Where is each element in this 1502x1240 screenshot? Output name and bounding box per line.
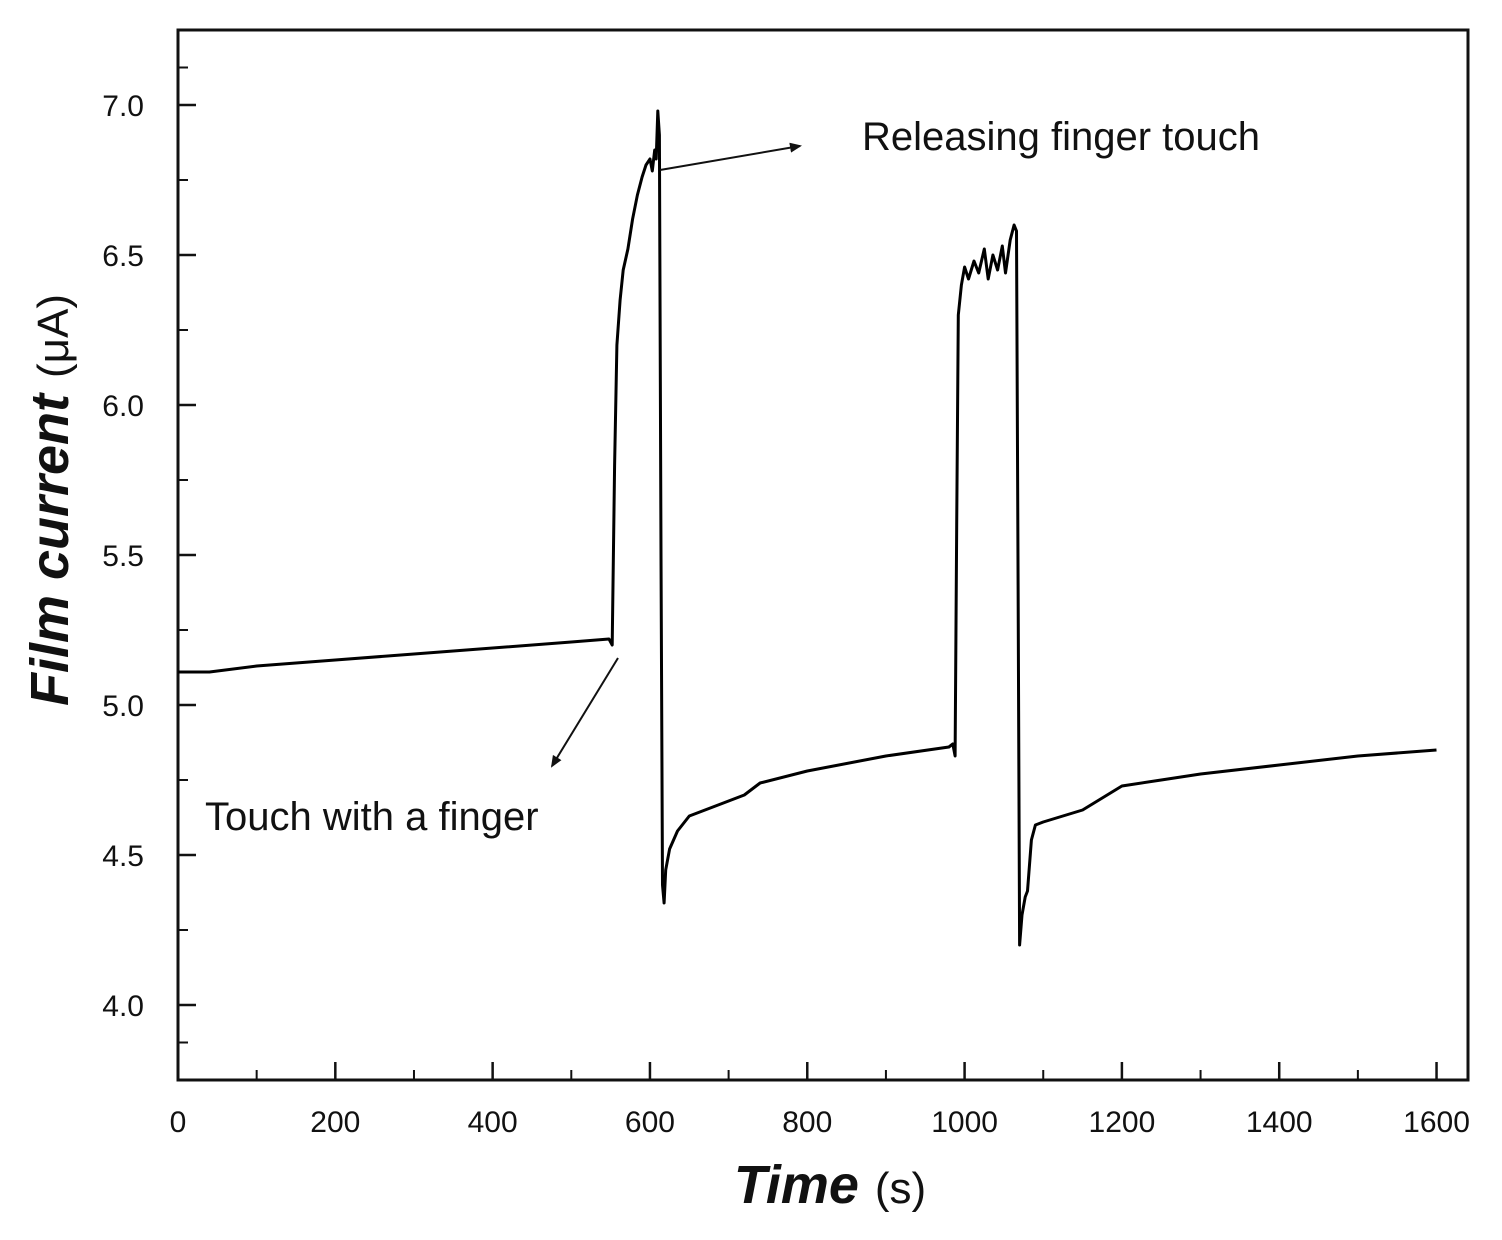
- series-line: [178, 109, 1437, 947]
- y-tick-label: 5.5: [102, 540, 144, 573]
- y-axis-title-unit: (μA): [29, 294, 78, 378]
- x-tick-label: 400: [468, 1106, 518, 1139]
- x-tick-label: 1400: [1246, 1106, 1313, 1139]
- x-tick-label: 1200: [1089, 1106, 1156, 1139]
- x-axis-title-main: Time: [734, 1155, 859, 1215]
- y-tick-label: 7.0: [102, 90, 144, 123]
- x-axis-title: Time (s): [734, 1155, 926, 1215]
- x-tick-label: 600: [625, 1106, 675, 1139]
- x-tick-label: 200: [310, 1106, 360, 1139]
- y-tick-label: 6.5: [102, 240, 144, 273]
- annotation-release: Releasing finger touch: [862, 115, 1260, 159]
- release-arrow: [659, 142, 802, 171]
- y-tick-label: 5.0: [102, 690, 144, 723]
- annotation-touch: Touch with a finger: [205, 795, 539, 839]
- x-axis-ticks: [176, 1062, 1438, 1080]
- x-axis-title-unit: (s): [875, 1164, 926, 1213]
- x-tick-label: 0: [170, 1106, 187, 1139]
- x-tick-label: 1600: [1403, 1106, 1470, 1139]
- y-tick-label: 6.0: [102, 390, 144, 423]
- x-axis-tick-labels: 0 200 400 600 800 1000 1200 1400 1600: [170, 1106, 1470, 1139]
- x-tick-label: 800: [782, 1106, 832, 1139]
- x-tick-label: 1000: [931, 1106, 998, 1139]
- y-axis-ticks: [178, 66, 196, 1044]
- y-axis-title-main: Film current: [20, 392, 80, 706]
- plot-frame: [176, 28, 1470, 1082]
- touch-arrow: [550, 657, 619, 768]
- y-tick-label: 4.5: [102, 840, 144, 873]
- y-axis-title: Film current (μA): [20, 294, 80, 706]
- y-tick-label: 4.0: [102, 990, 144, 1023]
- y-axis-tick-labels: 4.0 4.5 5.0 5.5 6.0 6.5 7.0: [102, 90, 144, 1023]
